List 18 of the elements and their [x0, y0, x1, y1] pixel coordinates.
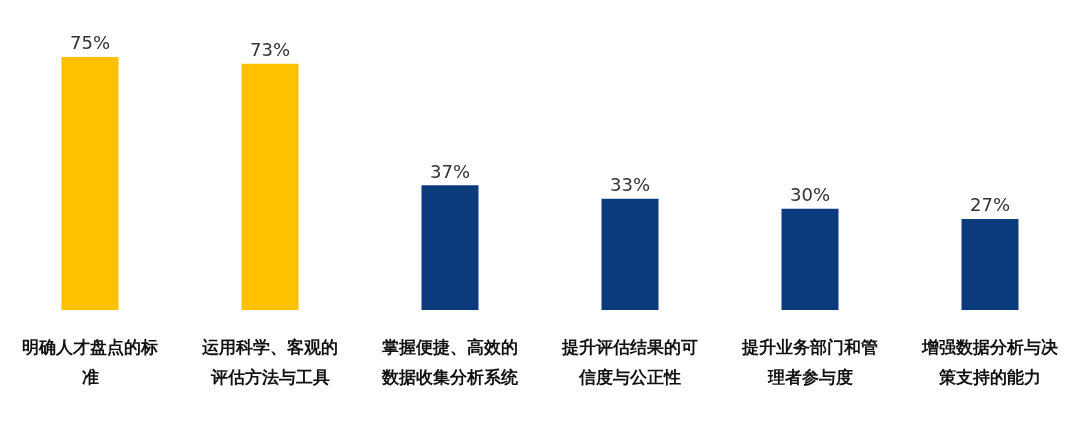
bar	[241, 63, 299, 310]
bar	[781, 208, 839, 310]
bar	[421, 185, 479, 310]
data-label: 37%	[429, 160, 471, 182]
x-tick-label: 提升业务部门和管理者参与度	[741, 337, 878, 387]
data-label: 30%	[789, 184, 831, 206]
data-label: 33%	[609, 174, 651, 196]
data-label: 27%	[969, 194, 1011, 216]
bar	[61, 56, 119, 310]
data-label: 75%	[69, 32, 111, 54]
bar	[961, 218, 1019, 310]
x-tick-label: 明确人才盘点的标准	[22, 337, 158, 387]
x-tick-label: 提升评估结果的可信度与公正性	[561, 337, 698, 387]
x-tick-label: 掌握便捷、高效的数据收集分析系统	[381, 337, 519, 387]
x-tick-label: 运用科学、客观的评估方法与工具	[201, 337, 338, 387]
bar	[601, 198, 659, 310]
x-tick-label: 增强数据分析与决策支持的能力	[921, 337, 1059, 387]
data-label: 73%	[249, 39, 291, 61]
